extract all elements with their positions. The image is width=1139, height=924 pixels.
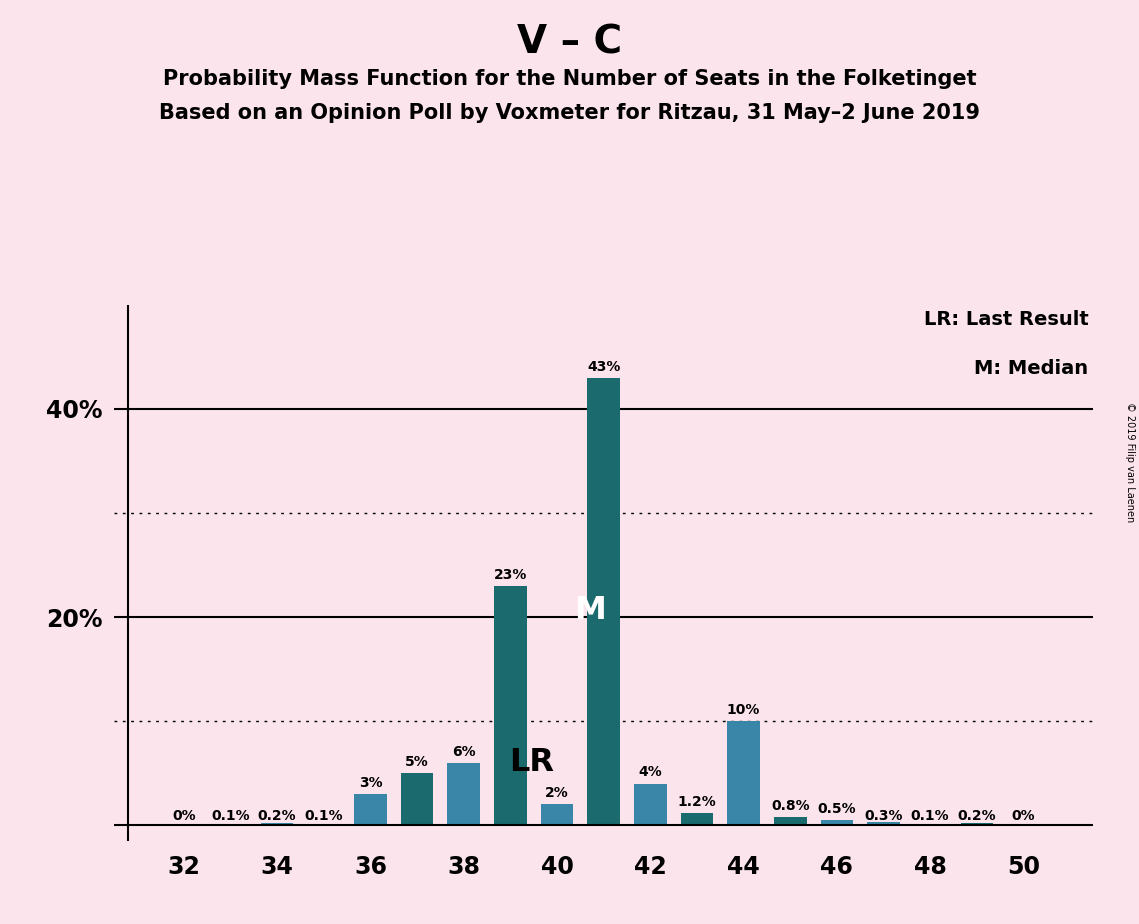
Text: Based on an Opinion Poll by Voxmeter for Ritzau, 31 May–2 June 2019: Based on an Opinion Poll by Voxmeter for… [159,103,980,124]
Text: 0.1%: 0.1% [911,809,950,823]
Text: Probability Mass Function for the Number of Seats in the Folketinget: Probability Mass Function for the Number… [163,69,976,90]
Text: 3%: 3% [359,776,383,790]
Text: 10%: 10% [727,703,761,717]
Bar [867,822,900,825]
Text: 1.2%: 1.2% [678,795,716,808]
Bar [960,823,993,825]
Bar [494,586,526,825]
Bar [728,721,760,825]
Text: 4%: 4% [639,765,662,780]
Text: 5%: 5% [405,755,429,769]
Text: 0.5%: 0.5% [818,802,857,816]
Bar [214,824,247,825]
Text: 0.8%: 0.8% [771,798,810,813]
Text: 0.1%: 0.1% [304,809,343,823]
Text: 0.2%: 0.2% [257,809,296,823]
Text: 2%: 2% [546,786,568,800]
Bar [820,820,853,825]
Text: 0%: 0% [1011,809,1035,823]
Bar [588,378,620,825]
Text: 0.3%: 0.3% [865,809,903,823]
Bar [773,817,806,825]
Text: 0%: 0% [172,809,196,823]
Bar [913,824,947,825]
Text: 0.2%: 0.2% [958,809,997,823]
Text: LR: Last Result: LR: Last Result [924,310,1089,329]
Bar [634,784,666,825]
Bar [681,813,713,825]
Bar [261,823,294,825]
Bar [401,773,434,825]
Bar [308,824,341,825]
Text: 6%: 6% [452,745,476,759]
Text: 43%: 43% [587,359,621,373]
Text: M: M [574,595,606,626]
Bar [354,794,387,825]
Text: V – C: V – C [517,23,622,61]
Text: © 2019 Filip van Laenen: © 2019 Filip van Laenen [1125,402,1134,522]
Text: LR: LR [509,748,554,778]
Text: M: Median: M: Median [975,359,1089,378]
Text: 0.1%: 0.1% [211,809,249,823]
Bar [541,805,573,825]
Bar [448,763,480,825]
Text: 23%: 23% [493,567,527,582]
